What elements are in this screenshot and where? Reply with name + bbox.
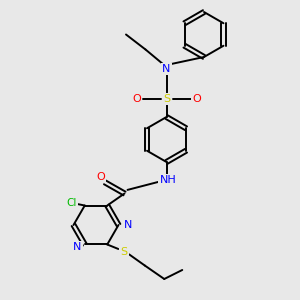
- Text: S: S: [163, 94, 170, 104]
- Text: N: N: [124, 220, 132, 230]
- Text: O: O: [132, 94, 141, 104]
- Text: S: S: [120, 247, 127, 257]
- Text: N: N: [74, 242, 82, 253]
- Text: NH: NH: [160, 175, 176, 185]
- Text: O: O: [192, 94, 201, 104]
- Text: N: N: [162, 64, 171, 74]
- Text: O: O: [96, 172, 105, 182]
- Text: Cl: Cl: [66, 197, 76, 208]
